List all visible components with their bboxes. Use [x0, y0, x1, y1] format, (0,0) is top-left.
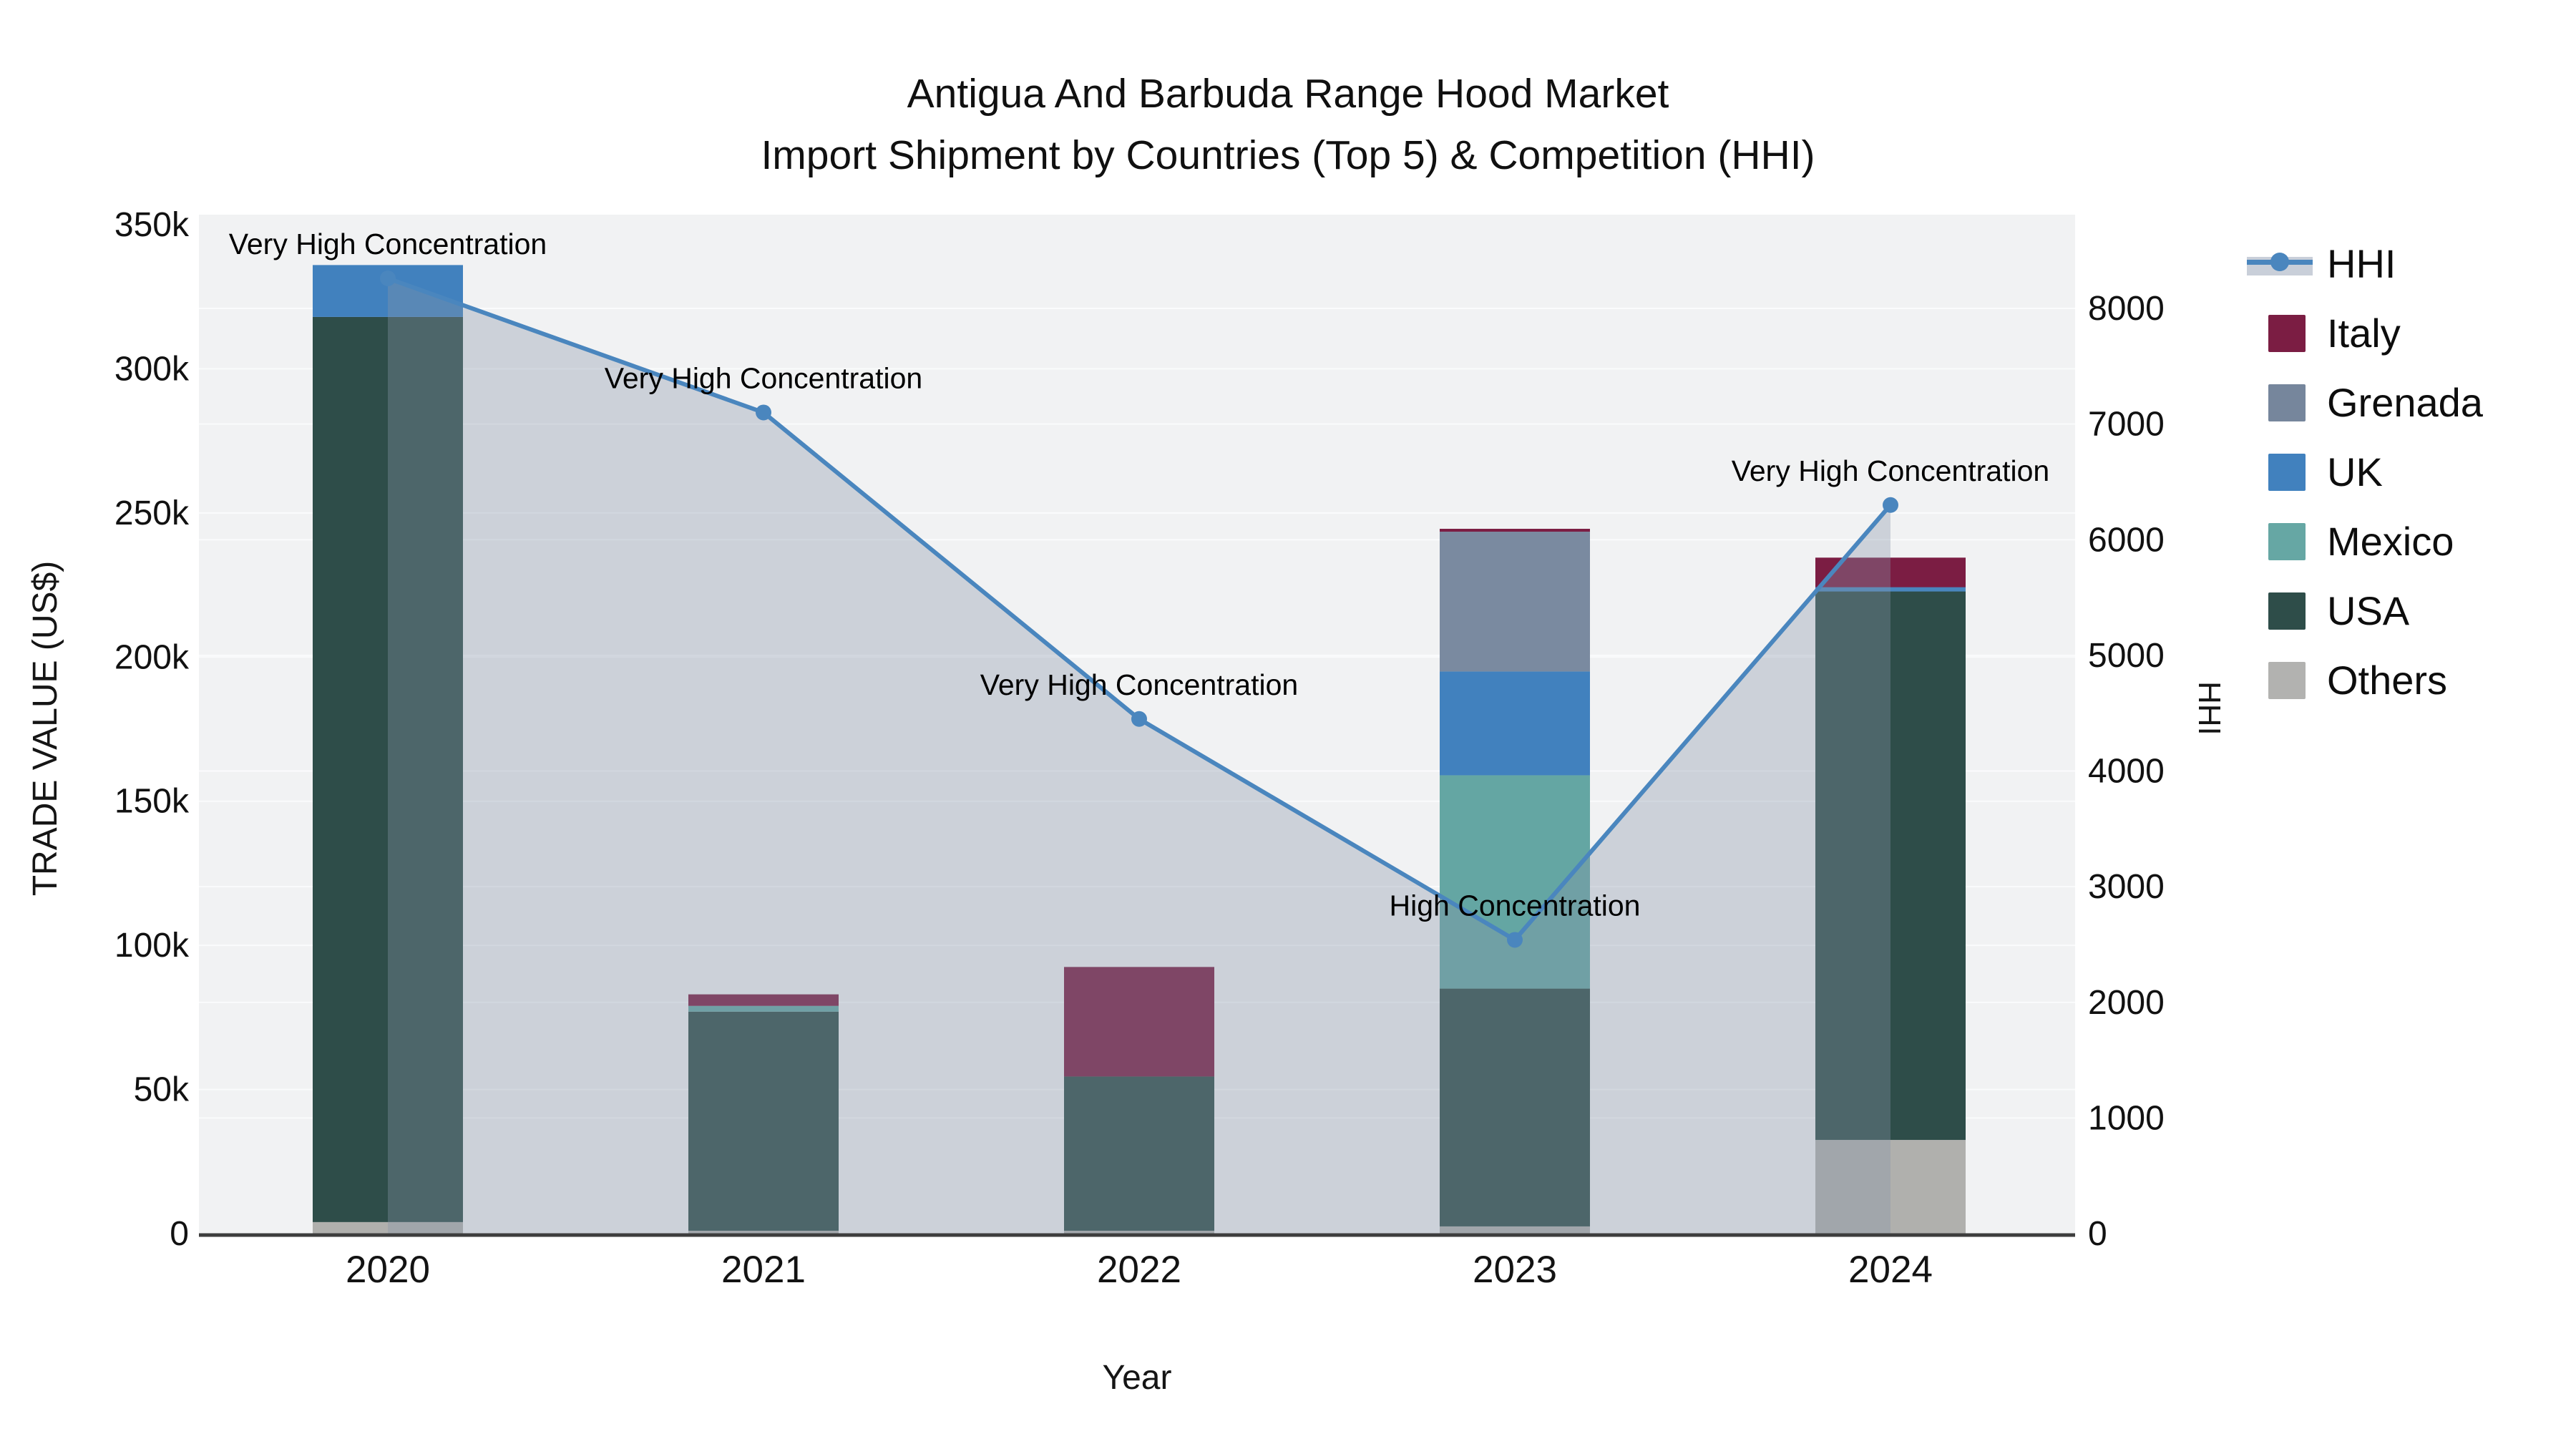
bar-segment-mexico-2021[interactable] [688, 1005, 839, 1012]
x-tick-2020: 2020 [346, 1249, 430, 1291]
legend-item-hhi[interactable]: HHI [2247, 229, 2483, 298]
right-tick-1000: 1000 [2088, 1099, 2165, 1137]
chart-title: Antigua And Barbuda Range Hood Market [907, 71, 1669, 117]
bar-segment-uk-2023[interactable] [1440, 671, 1590, 776]
legend-item-uk[interactable]: UK [2268, 437, 2483, 507]
bar-segment-italy-2021[interactable] [688, 994, 839, 1006]
legend-swatch-grenada [2268, 384, 2306, 421]
hhi-area-fill [388, 278, 1890, 1234]
right-tick-6000: 6000 [2088, 521, 2165, 559]
left-tick-100k: 100k [114, 927, 190, 965]
annotation-2020: Very High Concentration [229, 228, 547, 260]
left-tick-150k: 150k [114, 783, 190, 821]
chart-legend: HHI Italy Grenada UK Mexico USA Others [2247, 229, 2483, 715]
right-tick-8000: 8000 [2088, 290, 2165, 328]
left-tick-200k: 200k [114, 638, 190, 676]
legend-swatch-usa [2268, 592, 2306, 630]
legend-label-italy: Italy [2327, 311, 2401, 356]
hhi-marker-2024[interactable] [1883, 497, 1898, 513]
legend-label-usa: USA [2327, 588, 2410, 633]
bar-segment-others-2022[interactable] [1064, 1230, 1214, 1234]
right-tick-7000: 7000 [2088, 406, 2165, 444]
annotation-2022: Very High Concentration [980, 668, 1298, 701]
hhi-legend-sample-icon [2247, 245, 2313, 283]
x-tick-2022: 2022 [1097, 1249, 1181, 1291]
legend-item-others[interactable]: Others [2268, 645, 2483, 715]
bar-segment-grenada-2023[interactable] [1440, 532, 1590, 672]
annotation-2023: High Concentration [1390, 889, 1641, 922]
left-tick-50k: 50k [134, 1071, 190, 1109]
hhi-marker-2022[interactable] [1131, 711, 1147, 727]
left-tick-0: 0 [170, 1215, 189, 1253]
right-tick-4000: 4000 [2088, 753, 2165, 791]
x-tick-2024: 2024 [1848, 1249, 1933, 1291]
bar-segment-others-2021[interactable] [688, 1230, 839, 1234]
bar-segment-usa-2024[interactable] [1815, 589, 1966, 1141]
bar-segment-others-2023[interactable] [1440, 1226, 1590, 1234]
legend-item-usa[interactable]: USA [2268, 576, 2483, 645]
x-axis-title: Year [1102, 1359, 1172, 1397]
bar-segment-usa-2023[interactable] [1440, 988, 1590, 1226]
right-tick-0: 0 [2088, 1215, 2107, 1253]
hhi-marker-2020[interactable] [380, 270, 396, 286]
annotation-2021: Very High Concentration [605, 361, 922, 394]
bar-segment-others-2020[interactable] [313, 1221, 463, 1234]
legend-label-others: Others [2327, 658, 2448, 703]
legend-item-grenada[interactable]: Grenada [2268, 368, 2483, 437]
bar-segment-italy-2023[interactable] [1440, 529, 1590, 532]
legend-item-mexico[interactable]: Mexico [2268, 507, 2483, 576]
bar-segment-usa-2022[interactable] [1064, 1076, 1214, 1231]
bar-segment-italy-2022[interactable] [1064, 967, 1214, 1077]
legend-swatch-mexico [2268, 522, 2306, 560]
legend-label-grenada: Grenada [2327, 380, 2483, 425]
hhi-marker-2023[interactable] [1507, 932, 1523, 948]
bar-segment-others-2024[interactable] [1815, 1140, 1966, 1234]
x-tick-2023: 2023 [1473, 1249, 1557, 1291]
right-tick-3000: 3000 [2088, 868, 2165, 906]
legend-label-mexico: Mexico [2327, 519, 2454, 564]
legend-swatch-others [2268, 661, 2306, 699]
legend-swatch-italy [2268, 314, 2306, 352]
bar-segment-usa-2020[interactable] [313, 316, 463, 1222]
right-tick-2000: 2000 [2088, 984, 2165, 1022]
left-tick-300k: 300k [114, 350, 190, 388]
legend-item-italy[interactable]: Italy [2268, 298, 2483, 368]
left-tick-350k: 350k [114, 206, 190, 244]
left-tick-250k: 250k [114, 494, 190, 532]
hhi-marker-2021[interactable] [756, 404, 771, 421]
chart-subtitle: Import Shipment by Countries (Top 5) & C… [761, 132, 1815, 178]
legend-swatch-uk [2268, 453, 2306, 491]
legend-label-hhi: HHI [2327, 241, 2396, 286]
right-axis-title: HHI [2192, 681, 2227, 736]
legend-label-uk: UK [2327, 449, 2383, 494]
bar-segment-usa-2021[interactable] [688, 1011, 839, 1231]
x-tick-2021: 2021 [721, 1249, 806, 1291]
right-tick-5000: 5000 [2088, 637, 2165, 675]
annotation-2024: Very High Concentration [1732, 454, 2049, 487]
